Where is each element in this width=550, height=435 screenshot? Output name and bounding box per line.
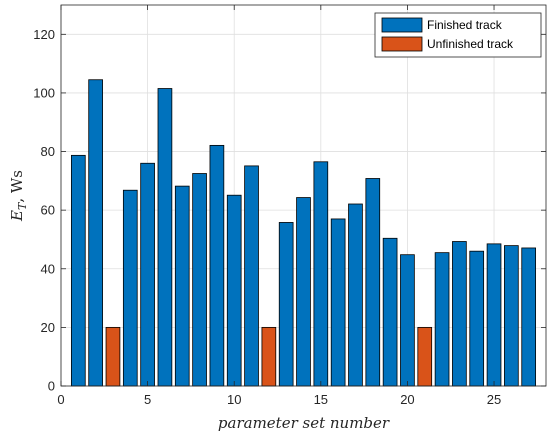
x-tick-label: 20 (400, 392, 414, 407)
x-tick-label: 15 (314, 392, 328, 407)
bar-unfinished (261, 326, 277, 387)
y-axis-title-sub: T (16, 201, 29, 210)
x-tick-label: 0 (57, 392, 64, 407)
axes (60, 4, 547, 387)
bar-finished (122, 189, 138, 387)
y-axis-title-unit: , Ws (8, 170, 26, 203)
bar-finished (278, 222, 294, 387)
bar-finished (382, 237, 398, 387)
x-axis-title: parameter set number (218, 414, 390, 432)
bar-finished (330, 218, 346, 387)
bar-finished (504, 245, 519, 387)
bar-finished (296, 197, 311, 387)
axes-box (60, 4, 547, 387)
bar-finished (192, 173, 207, 387)
bar-finished (226, 194, 242, 387)
bar-finished (365, 178, 381, 387)
legend-label-unfinished: Unfinished track (427, 37, 514, 51)
legend-label-finished: Finished track (427, 18, 503, 32)
bar-finished (521, 247, 537, 387)
y-tick-label: 40 (41, 261, 55, 276)
y-tick-label: 0 (48, 379, 55, 394)
y-tick-label: 100 (33, 85, 55, 100)
y-axis-title-main: E (8, 210, 26, 222)
bar-unfinished (417, 326, 433, 387)
legend-swatch-unfinished (381, 36, 423, 52)
bar-unfinished (105, 326, 121, 387)
bar-finished (452, 241, 467, 387)
y-axis-title: ET, Ws (8, 170, 29, 222)
y-tick-label: 120 (33, 27, 55, 42)
legend: Finished track Unfinished track (374, 12, 542, 58)
x-tick-label: 10 (227, 392, 241, 407)
bar-finished (434, 252, 450, 387)
bar-finished (70, 154, 86, 387)
bar-finished (469, 250, 485, 387)
bar-finished (140, 162, 155, 387)
bar-finished (486, 243, 502, 387)
tick-labels: 0 5 10 15 20 25 0 20 40 60 80 100 120 (33, 27, 501, 407)
bar-finished (88, 79, 103, 387)
y-tick-label: 60 (41, 203, 55, 218)
bar-finished (244, 165, 259, 387)
y-tick-label: 80 (41, 144, 55, 159)
y-tick-label: 20 (41, 320, 55, 335)
bar-finished (209, 144, 225, 387)
bars (70, 79, 537, 387)
legend-swatch-finished (381, 17, 423, 33)
bar-finished (313, 161, 329, 387)
x-tick-label: 25 (487, 392, 501, 407)
x-tick-label: 5 (144, 392, 151, 407)
bar-finished (174, 185, 190, 387)
bar-finished (400, 254, 415, 387)
bar-finished (157, 88, 173, 387)
bar-finished (348, 203, 363, 387)
